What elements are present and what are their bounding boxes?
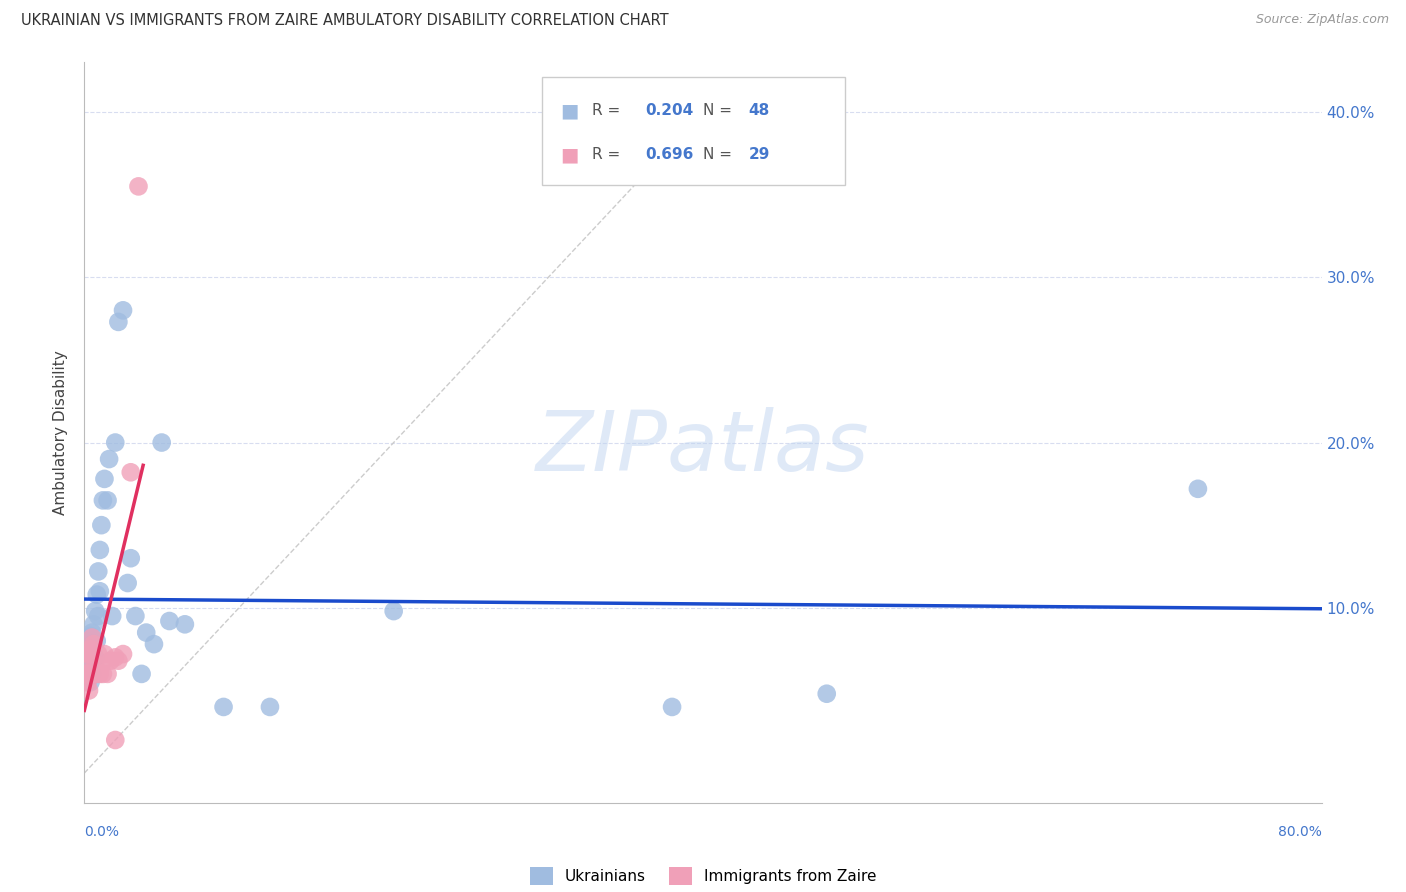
Point: [91, 493, 114, 508]
Point: [79, 675, 101, 690]
Text: N =: N =: [703, 103, 737, 118]
Point: [82, 647, 104, 661]
Text: 29: 29: [749, 147, 770, 162]
Point: [84, 604, 107, 618]
Text: ■: ■: [561, 145, 579, 164]
Point: [90, 658, 112, 673]
Point: [76, 675, 98, 690]
Point: [75, 666, 97, 681]
Point: [83, 637, 105, 651]
Text: 0.696: 0.696: [645, 147, 693, 162]
Point: [76, 666, 98, 681]
Point: [150, 435, 173, 450]
Point: [815, 687, 838, 701]
Point: [97, 493, 120, 508]
Point: [77, 683, 100, 698]
Point: [76, 633, 98, 648]
Point: [128, 179, 150, 194]
Point: [86, 633, 108, 648]
Point: [93, 472, 115, 486]
Point: [75, 645, 97, 659]
Point: [83, 637, 105, 651]
Point: [79, 642, 101, 657]
Point: [77, 631, 100, 645]
Point: [76, 675, 98, 690]
Point: [101, 609, 124, 624]
Point: [135, 625, 157, 640]
Text: ■: ■: [561, 101, 579, 120]
Point: [97, 666, 120, 681]
Point: [89, 666, 111, 681]
Point: [77, 666, 100, 681]
Point: [98, 452, 121, 467]
Point: [83, 617, 105, 632]
Point: [104, 435, 127, 450]
Text: 0.204: 0.204: [645, 103, 693, 118]
Point: [117, 576, 139, 591]
Point: [79, 666, 101, 681]
Point: [143, 637, 166, 651]
Point: [112, 303, 135, 318]
Text: UKRAINIAN VS IMMIGRANTS FROM ZAIRE AMBULATORY DISABILITY CORRELATION CHART: UKRAINIAN VS IMMIGRANTS FROM ZAIRE AMBUL…: [21, 13, 669, 29]
FancyBboxPatch shape: [543, 78, 845, 185]
Point: [82, 631, 104, 645]
Point: [90, 518, 112, 533]
Text: R =: R =: [592, 103, 624, 118]
Point: [84, 650, 107, 665]
Point: [77, 670, 100, 684]
Point: [84, 658, 107, 673]
Y-axis label: Ambulatory Disability: Ambulatory Disability: [53, 351, 69, 515]
Point: [107, 315, 129, 329]
Point: [107, 654, 129, 668]
Point: [76, 654, 98, 668]
Point: [75, 666, 97, 681]
Point: [87, 647, 110, 661]
Point: [259, 700, 281, 714]
Text: R =: R =: [592, 147, 624, 162]
Text: 80.0%: 80.0%: [1278, 825, 1322, 839]
Point: [77, 647, 100, 661]
Point: [77, 654, 100, 668]
Point: [382, 604, 405, 618]
Point: [112, 647, 135, 661]
Point: [131, 666, 153, 681]
Point: [75, 645, 97, 659]
Text: Source: ZipAtlas.com: Source: ZipAtlas.com: [1256, 13, 1389, 27]
Point: [124, 609, 146, 624]
Legend: Ukrainians, Immigrants from Zaire: Ukrainians, Immigrants from Zaire: [523, 861, 883, 891]
Point: [93, 647, 115, 661]
Point: [76, 647, 98, 661]
Point: [100, 654, 122, 668]
Point: [87, 609, 110, 624]
Point: [104, 733, 127, 747]
Point: [212, 700, 235, 714]
Point: [79, 629, 101, 643]
Point: [87, 565, 110, 579]
Point: [82, 654, 104, 668]
Point: [86, 666, 108, 681]
Text: N =: N =: [703, 147, 737, 162]
Point: [159, 614, 181, 628]
Point: [83, 666, 105, 681]
Text: 0.0%: 0.0%: [84, 825, 120, 839]
Point: [1187, 482, 1209, 496]
Point: [120, 465, 142, 479]
Point: [89, 584, 111, 599]
Point: [82, 625, 104, 640]
Point: [82, 666, 104, 681]
Point: [86, 588, 108, 602]
Point: [91, 666, 114, 681]
Point: [174, 617, 197, 632]
Text: ZIPatlas: ZIPatlas: [536, 407, 870, 488]
Point: [89, 543, 111, 558]
Text: 48: 48: [749, 103, 770, 118]
Point: [661, 700, 683, 714]
Point: [120, 551, 142, 566]
Point: [79, 650, 101, 665]
Point: [104, 650, 127, 665]
